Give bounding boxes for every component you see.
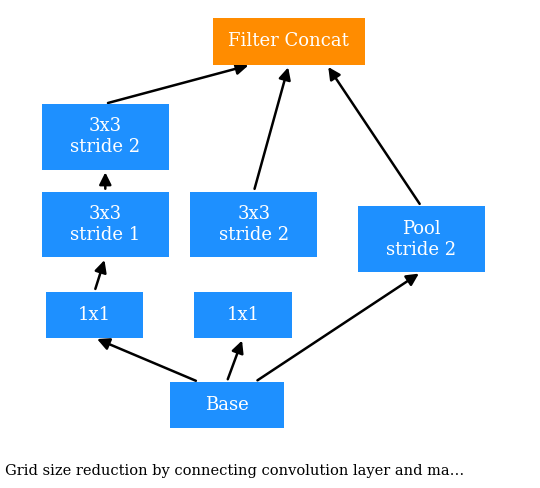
Text: Base: Base xyxy=(205,396,249,414)
Text: 3x3
stride 2: 3x3 stride 2 xyxy=(70,117,140,156)
FancyBboxPatch shape xyxy=(46,292,143,338)
Text: Pool
stride 2: Pool stride 2 xyxy=(386,220,456,259)
FancyBboxPatch shape xyxy=(194,292,292,338)
FancyBboxPatch shape xyxy=(42,191,168,258)
Text: Filter Concat: Filter Concat xyxy=(228,33,349,50)
FancyBboxPatch shape xyxy=(213,18,364,64)
FancyBboxPatch shape xyxy=(190,191,317,258)
Text: 3x3
stride 2: 3x3 stride 2 xyxy=(219,205,289,244)
Text: 1x1: 1x1 xyxy=(226,306,260,324)
FancyBboxPatch shape xyxy=(42,103,168,170)
Text: 1x1: 1x1 xyxy=(78,306,111,324)
FancyBboxPatch shape xyxy=(358,206,485,272)
Text: Grid size reduction by connecting convolution layer and ma…: Grid size reduction by connecting convol… xyxy=(5,464,464,478)
FancyBboxPatch shape xyxy=(170,382,284,428)
Text: 3x3
stride 1: 3x3 stride 1 xyxy=(70,205,140,244)
